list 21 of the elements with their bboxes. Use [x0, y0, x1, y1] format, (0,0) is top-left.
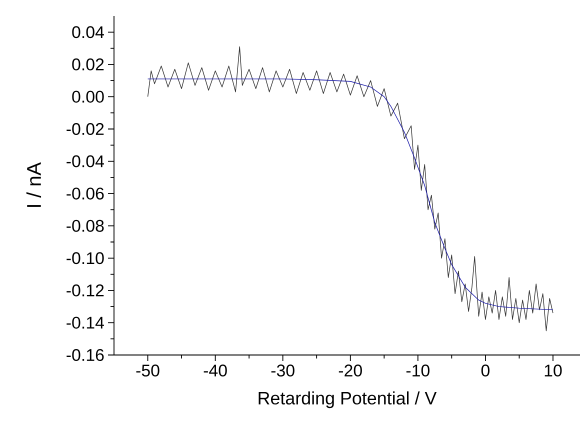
x-tick-label: -50 [136, 364, 160, 377]
y-tick-label: 0.04 [72, 26, 104, 38]
x-tick-label: 10 [544, 364, 562, 377]
x-tick-label: -40 [204, 364, 227, 377]
y-tick-label: -0.02 [66, 123, 104, 135]
y-tick-label: -0.08 [66, 220, 104, 232]
y-axis-title: I / nA [26, 162, 42, 207]
x-tick-label: -30 [271, 364, 294, 377]
y-tick-label: -0.06 [66, 188, 104, 200]
y-tick-label: 0.02 [72, 58, 104, 70]
y-tick-label: -0.12 [66, 284, 104, 296]
y-tick-label: -0.10 [66, 252, 104, 264]
line-series [147, 46, 554, 332]
y-tick-label: -0.14 [66, 316, 104, 329]
y-tick-label: -0.04 [66, 155, 104, 168]
x-axis-title: Retarding Potential / V [258, 391, 437, 408]
y-tick-label: -0.16 [66, 349, 104, 361]
x-tick-label: -20 [338, 364, 362, 377]
x-tick-label: -10 [406, 364, 430, 377]
y-tick-label: 0.00 [72, 90, 104, 103]
x-tick-label: 0 [481, 364, 490, 377]
